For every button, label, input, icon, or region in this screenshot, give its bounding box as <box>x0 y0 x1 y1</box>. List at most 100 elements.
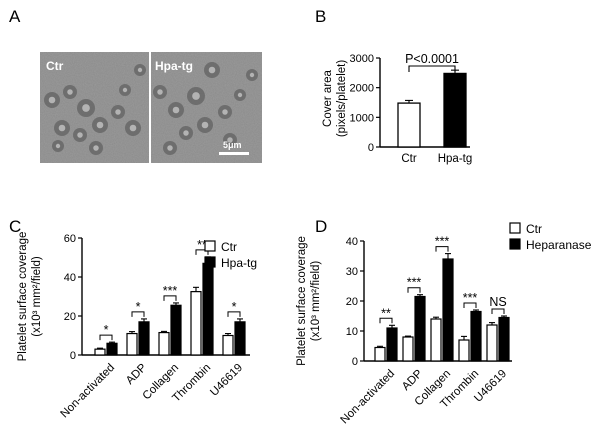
significance-bracket-d-3 <box>463 302 477 308</box>
y-tick-label-b-1: 1000 <box>350 112 374 124</box>
platelet-cell-core-15 <box>208 66 216 74</box>
legend-swatch-d-0 <box>509 222 521 234</box>
significance-label-d-3: *** <box>463 291 478 305</box>
x-tick-label-c-4: U46619 <box>208 362 245 399</box>
significance-bracket-c-0 <box>99 334 113 341</box>
panel-c-chart: 0 20 40 60 Platelet surface coverage (x10³ mm… <box>17 232 257 421</box>
panel-label-d: D <box>315 217 327 236</box>
significance-label-c-1: * <box>136 300 141 314</box>
platelet-cell-core-7 <box>122 87 128 93</box>
micrograph-ctr-label: Ctr <box>46 59 64 73</box>
y-tick-label-c-1: 20 <box>64 311 76 323</box>
x-tick-label-d-1: ADP <box>400 368 425 393</box>
significance-label-d-1: *** <box>407 276 422 290</box>
bar-c-0-1 <box>126 332 138 356</box>
platelet-cell-core-13 <box>172 106 180 114</box>
significance-bracket-d-4 <box>491 308 505 314</box>
bar-d-1-4 <box>498 316 510 362</box>
significance-label-d-4: NS <box>489 295 506 309</box>
significance-label-c-0: * <box>104 323 109 337</box>
panel-label-a: A <box>9 7 21 26</box>
platelet-cell-core-19 <box>237 92 243 98</box>
platelet-cell-core-6 <box>115 109 121 115</box>
platelet-cell-core-12 <box>157 89 163 95</box>
platelet-cell-core-16 <box>183 130 189 136</box>
platelet-cell-core-0 <box>48 96 56 104</box>
legend-swatch-d-1 <box>509 238 521 250</box>
platelet-cell-core-3 <box>58 124 66 132</box>
bar-b-0 <box>397 102 421 148</box>
y-tick-label-d-1: 10 <box>346 326 358 338</box>
significance-label-c-3: ** <box>197 238 207 252</box>
significance-bracket-d-2 <box>435 246 449 252</box>
significance-bracket-c-1 <box>131 311 145 317</box>
significance-bracket-d-0 <box>379 317 393 324</box>
bar-c-1-2 <box>170 304 182 356</box>
scale-bar <box>219 152 249 155</box>
y-tick-label-d-2: 20 <box>346 296 358 308</box>
significance-bracket-d-1 <box>407 287 421 293</box>
legend-label-c-1: Hpa-tg <box>221 256 257 270</box>
x-tick-label-b-1: Hpa-tg <box>438 153 473 165</box>
significance-label-d-0: ** <box>381 306 391 320</box>
micrograph-hpa-tg-label: Hpa-tg <box>155 59 193 73</box>
legend-swatch-c-1 <box>204 256 216 268</box>
micrograph-panel: Ctr Hpa-tg 5μm <box>40 52 262 163</box>
y-tick-label-c-3: 60 <box>64 233 76 245</box>
y-tick-label-c-0: 0 <box>70 350 76 362</box>
significance-bracket-c-3 <box>195 249 209 255</box>
legend-swatch-c-0 <box>204 240 216 252</box>
bar-c-1-3 <box>202 262 214 356</box>
platelet-cells <box>44 62 258 155</box>
platelet-cell-core-22 <box>249 72 255 78</box>
y-tick-label-d-0: 0 <box>352 356 358 368</box>
platelet-cell-core-8 <box>129 124 137 132</box>
y-axis-label-b-2: (pixels/platelet) <box>336 60 348 138</box>
platelet-cell-core-21 <box>227 137 233 143</box>
y-axis-label-b: Cover area <box>322 69 334 126</box>
panel-b-chart: 0 1000 2000 3000 Cover area (pixels/platelet)… <box>322 52 472 165</box>
panel-label-b: B <box>315 7 326 26</box>
legend-label-c-0: Ctr <box>221 240 237 254</box>
bar-c-0-3 <box>190 291 202 356</box>
bar-d-1-3 <box>470 310 482 362</box>
panel-d-chart: 0 10 20 30 40 Platelet surface coverage (x10³ … <box>296 222 592 426</box>
platelet-cell-core-14 <box>192 92 200 100</box>
y-tick-label-b-0: 0 <box>368 142 374 154</box>
bar-d-1-2 <box>442 258 454 362</box>
y-tick-label-d-3: 30 <box>346 266 358 278</box>
legend-label-d-0: Ctr <box>526 222 542 236</box>
bar-c-1-1 <box>138 321 150 356</box>
platelet-cell-core-11 <box>137 67 143 73</box>
p-value-label-b: P<0.0001 <box>405 52 459 66</box>
platelet-cell-core-2 <box>82 104 90 112</box>
y-tick-label-d-4: 40 <box>346 236 358 248</box>
platelet-cell-core-17 <box>201 121 209 129</box>
y-axis-label-d-2: (x10³ mm²/field) <box>310 261 322 342</box>
bar-c-0-2 <box>158 331 170 356</box>
bar-b-1 <box>443 72 467 148</box>
platelet-cell-core-20 <box>167 145 173 151</box>
x-tick-label-c-0: Non-activated <box>59 362 118 421</box>
bar-d-0-3 <box>458 339 470 362</box>
bar-c-1-0 <box>106 342 118 356</box>
platelet-cell-core-9 <box>93 145 99 151</box>
bar-c-0-4 <box>222 334 234 356</box>
bar-d-1-1 <box>414 295 426 362</box>
platelet-cell-core-10 <box>55 143 61 149</box>
y-axis-label-c: Platelet surface coverage <box>17 232 29 362</box>
significance-label-c-2: *** <box>163 284 178 298</box>
platelet-cell-core-5 <box>96 121 104 129</box>
y-axis-label-c-2: (x10³ mm²/field) <box>31 256 43 337</box>
significance-label-d-2: *** <box>435 235 450 249</box>
bar-c-1-4 <box>234 321 246 356</box>
platelet-cell-core-4 <box>77 132 83 138</box>
scale-bar-label: 5μm <box>223 140 242 150</box>
bar-c-0-0 <box>94 348 106 356</box>
x-tick-label-c-1: ADP <box>124 362 149 387</box>
bar-d-0-0 <box>374 346 386 362</box>
significance-bracket-c-4 <box>227 311 241 317</box>
y-axis-label-d: Platelet surface coverage <box>296 236 308 366</box>
legend-label-d-1: Heparanase <box>526 238 592 252</box>
